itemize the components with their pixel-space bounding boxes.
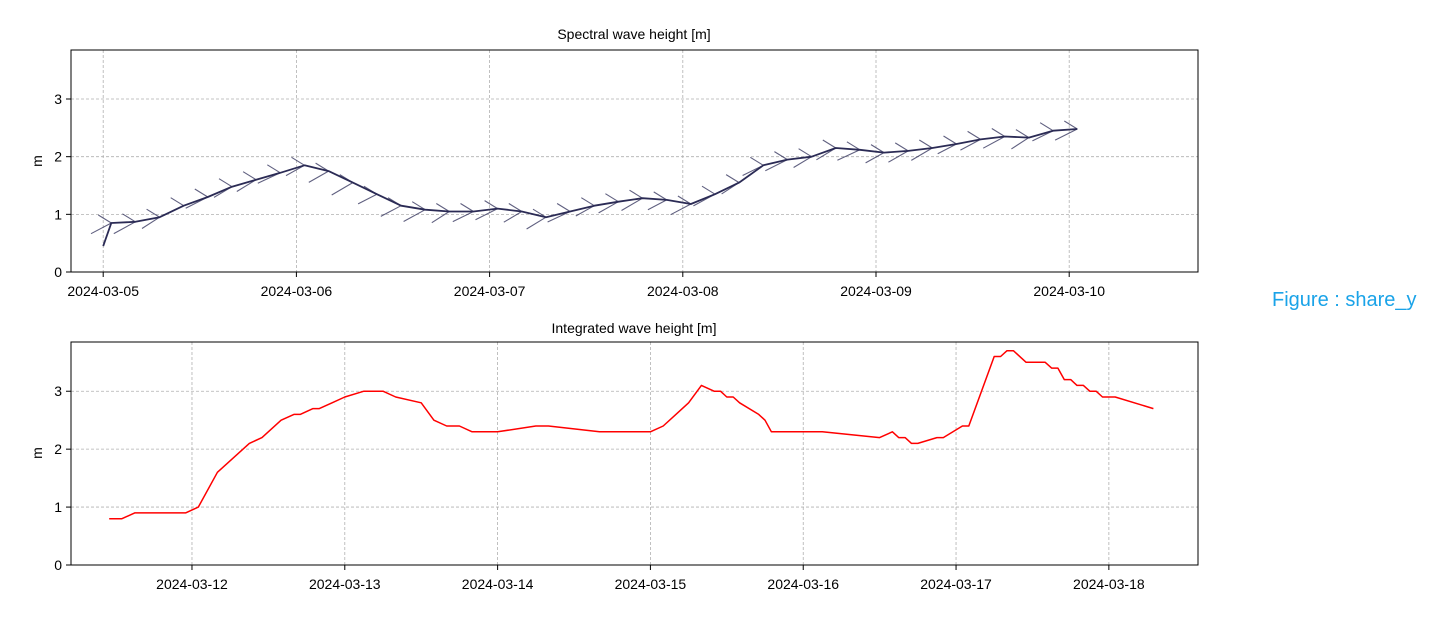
x-tick-label: 2024-03-12 [156,576,228,592]
x-tick-label: 2024-03-08 [647,283,719,299]
direction-arrow [141,208,160,229]
x-tick-label: 2024-03-18 [1073,576,1145,592]
x-tick-label: 2024-03-17 [920,576,992,592]
direction-arrow [431,203,450,224]
plot-frame [70,49,1199,273]
x-tick-label: 2024-03-13 [309,576,381,592]
direction-arrow [598,193,619,214]
direction-arrow [693,185,716,207]
y-tick-label: 2 [54,149,62,165]
direction-arrow [1011,129,1030,150]
direction-arrow [503,203,523,223]
x-tick-label: 2024-03-14 [462,576,534,592]
direction-arrow [742,156,764,176]
x-tick-label: 2024-03-09 [840,283,912,299]
y-tick-label: 0 [54,264,62,280]
spectral-wave-chart: Spectral wave height [m] 0 1 2 3 2024-03-05… [29,26,1199,299]
direction-arrow [547,203,571,223]
direction-arrow [331,174,354,196]
direction-arrow [765,151,788,172]
chart-title: Integrated wave height [m] [552,320,717,336]
x-tick-label: 2024-03-06 [261,283,333,299]
direction-arrow [113,213,136,235]
direction-arrow [816,139,837,161]
direction-arrow [865,144,885,164]
y-axis: 0 1 2 3 [54,91,71,280]
direction-arrow [575,197,595,217]
direction-arrow [647,191,667,211]
figure-label: Figure : share_y [1272,289,1417,311]
direction-arrow [621,189,643,211]
direction-arrow [236,171,257,192]
direction-arrow [1032,122,1054,142]
x-tick-label: 2024-03-07 [454,283,526,299]
x-tick-label: 2024-03-16 [767,576,839,592]
y-tick-label: 0 [54,557,62,573]
direction-arrow [162,197,184,217]
y-tick-label: 3 [54,383,62,399]
marks [109,349,1154,520]
direction-arrow [937,135,957,155]
series-line [102,128,1078,247]
plot-frame [70,341,1199,566]
y-axis-label: m [29,155,45,167]
x-axis: 2024-03-05 2024-03-06 2024-03-07 2024-03-08… [67,272,1105,299]
x-tick-label: 2024-03-05 [67,283,139,299]
x-tick-label: 2024-03-10 [1033,283,1105,299]
direction-arrow [721,174,740,195]
direction-arrow [213,178,233,198]
direction-arrow [90,214,112,235]
direction-arrow [793,148,812,168]
direction-arrow [357,185,378,205]
chart-title: Spectral wave height [m] [557,26,710,42]
integrated-wave-chart: Integrated wave height [m] 0 1 2 3 2024-03-… [29,320,1199,592]
direction-arrow [185,188,209,209]
direction-arrow [982,128,1006,149]
x-axis: 2024-03-12 2024-03-13 2024-03-14 2024-03-15… [156,565,1145,592]
direction-arrow [380,197,402,217]
y-tick-label: 2 [54,441,62,457]
y-axis-label: m [29,447,45,459]
direction-arrow [670,195,692,216]
direction-arrow [1054,120,1078,141]
direction-arrow [257,164,281,184]
x-tick-label: 2024-03-15 [615,576,687,592]
direction-arrow [960,130,981,151]
direction-arrow [403,201,426,222]
direction-arrow [285,156,305,177]
direction-arrow [911,139,933,161]
y-tick-label: 1 [54,206,62,222]
direction-arrow [475,200,498,221]
y-axis: 0 1 2 3 [54,383,71,573]
direction-arrow [308,162,329,183]
y-tick-label: 1 [54,499,62,515]
direction-arrow [452,203,474,223]
direction-arrow [526,208,547,230]
y-tick-label: 3 [54,91,62,107]
direction-arrow [837,141,861,161]
direction-arrow [888,142,909,163]
grid [71,50,1198,273]
series-line [109,349,1154,520]
marks [90,120,1078,247]
grid [71,342,1198,566]
